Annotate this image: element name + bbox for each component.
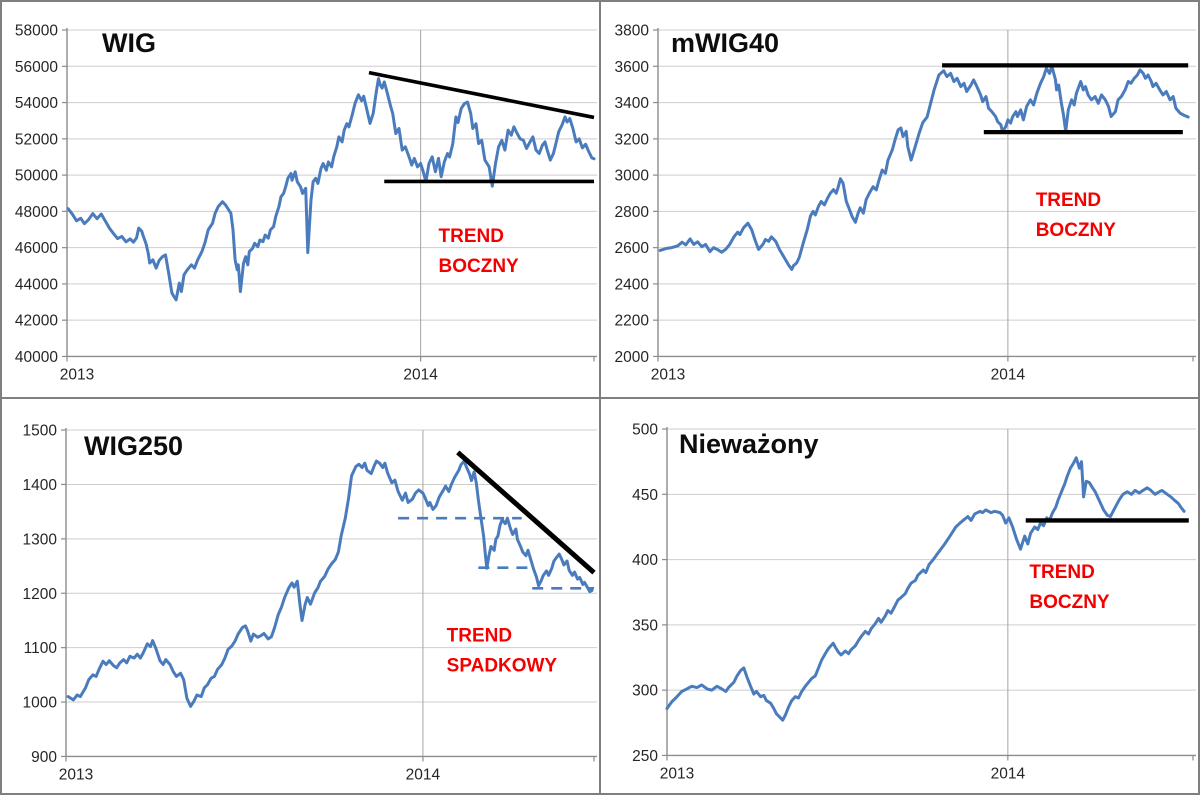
y-tick-label: 2200	[615, 313, 650, 330]
trend-annotation: TREND BOCZNY	[1036, 190, 1116, 241]
y-tick-label: 900	[31, 748, 57, 765]
y-tick-label: 3400	[615, 95, 650, 112]
y-tick-label: 450	[632, 486, 658, 503]
x-tick-label: 2014	[991, 765, 1026, 782]
x-tick-label: 2013	[60, 366, 94, 383]
y-tick-label: 50000	[15, 168, 58, 185]
price-series-line	[66, 77, 596, 302]
chart-panel-niewazony: Nieważony 250 300 350 400 450 500 2013 2014 TREN…	[601, 398, 1198, 793]
chart-title-mwig40: mWIG40	[671, 28, 780, 58]
y-tick-label: 3200	[615, 131, 650, 148]
y-tick-label: 400	[632, 552, 658, 569]
trend-line	[368, 70, 595, 120]
trend-annotation: TREND BOCZNY	[1029, 561, 1109, 612]
y-tick-label: 56000	[15, 59, 58, 76]
trend-line	[456, 449, 596, 574]
y-tick-label: 500	[632, 421, 658, 438]
price-series-line	[665, 455, 1186, 722]
y-tick-label: 3000	[615, 168, 650, 185]
chart-canvas-wig250: 900 1000 1100 1200 1300 1400 1500 2013 2014 TREND…	[23, 422, 597, 783]
y-tick-label: 42000	[15, 313, 58, 330]
chart-title-wig: WIG	[102, 28, 156, 58]
chart-title-niewazony: Nieważony	[679, 428, 819, 459]
chart-canvas-mwig40: 2000 2200 2400 2600 2800 3000 3200 3400 3600 3800…	[615, 23, 1196, 383]
x-tick-label: 2014	[406, 766, 441, 783]
chart-canvas-niewazony: 250 300 350 400 450 500 2013 2014 TREND BOCZNY	[632, 421, 1196, 782]
y-tick-label: 2000	[615, 349, 650, 366]
y-tick-label: 2600	[615, 240, 650, 257]
y-tick-label: 1400	[23, 476, 58, 493]
chart-canvas-wig: 40000 42000 44000 46000 48000 50000 52000 54000…	[15, 23, 597, 383]
y-tick-label: 1000	[23, 694, 58, 711]
chart-panel-wig250: WIG250 900 1000 1100 1200 1300 1400 1500 2013 20…	[2, 398, 599, 793]
y-tick-label: 350	[632, 617, 658, 634]
y-tick-label: 46000	[15, 240, 58, 257]
y-tick-label: 250	[632, 747, 658, 764]
x-tick-label: 2014	[991, 366, 1026, 383]
chart-panel-mwig40: mWIG40 2000 2200 2400 2600 2800 3000 3200 3400 3…	[601, 2, 1198, 397]
y-tick-label: 1300	[23, 531, 58, 548]
y-tick-label: 52000	[15, 131, 58, 148]
price-series-line	[66, 459, 594, 708]
chart-panel-wig: WIG 40000 42000 44000 46000 48000 50000 52000 5…	[2, 2, 599, 397]
y-tick-label: 1500	[23, 422, 58, 439]
x-tick-label: 2013	[59, 766, 93, 783]
y-tick-label: 48000	[15, 204, 58, 221]
y-tick-label: 40000	[15, 349, 58, 366]
trend-annotation: TREND BOCZNY	[439, 226, 519, 277]
trend-annotation: TREND SPADKOWY	[447, 625, 558, 676]
y-tick-label: 1100	[24, 640, 58, 657]
y-tick-label: 2800	[615, 204, 650, 221]
y-tick-label: 44000	[15, 276, 58, 293]
y-tick-label: 3800	[615, 23, 650, 40]
x-tick-label: 2013	[651, 366, 685, 383]
y-tick-label: 2400	[615, 276, 650, 293]
price-series-line	[658, 64, 1190, 271]
chart-title-wig250: WIG250	[84, 430, 184, 461]
y-tick-label: 3600	[615, 59, 650, 76]
x-tick-label: 2014	[403, 366, 438, 383]
y-tick-label: 1200	[23, 585, 58, 602]
y-tick-label: 54000	[15, 95, 58, 112]
y-tick-label: 58000	[15, 23, 58, 40]
x-tick-label: 2013	[660, 765, 694, 782]
y-tick-label: 300	[632, 682, 658, 699]
